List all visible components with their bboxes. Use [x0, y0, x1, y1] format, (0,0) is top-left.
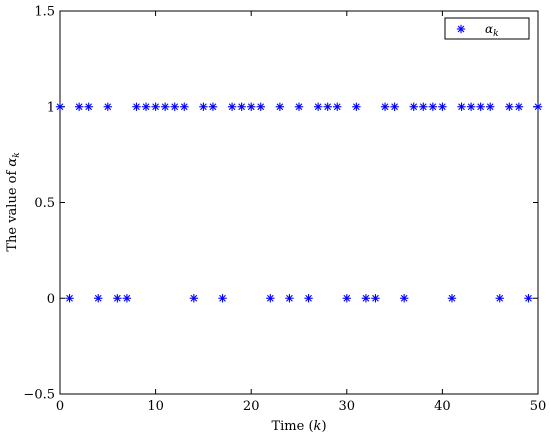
y-axis-label: The value of αk	[5, 152, 22, 251]
x-tick-label: 0	[56, 399, 64, 414]
data-point	[447, 294, 457, 303]
data-point	[409, 102, 418, 111]
plot-frame	[59, 10, 539, 395]
data-point	[466, 102, 476, 111]
legend-label: αk	[485, 22, 499, 39]
data-point	[399, 294, 409, 303]
data-point	[275, 102, 285, 111]
data-point	[333, 102, 342, 111]
legend-marker	[456, 24, 466, 34]
legend-box	[444, 17, 530, 40]
data-point	[141, 102, 151, 111]
data-point	[208, 102, 218, 111]
y-tick-label: −0.5	[23, 388, 55, 403]
data-point	[218, 294, 227, 303]
data-point	[103, 102, 112, 111]
data-point	[113, 294, 122, 303]
data-point	[361, 294, 371, 303]
data-point	[390, 102, 399, 111]
x-tick-label: 50	[530, 399, 547, 414]
x-tick-labels: 0 10 20 30 40 50	[56, 399, 546, 414]
data-point	[476, 102, 485, 111]
data-point	[323, 102, 332, 111]
legend: αk	[444, 17, 530, 40]
x-ticks	[59, 11, 539, 394]
legend-marker-symbol	[456, 24, 466, 34]
data-point	[84, 102, 93, 111]
data-point	[371, 294, 380, 303]
data-point	[74, 102, 84, 111]
data-point	[247, 102, 256, 111]
x-tick-label: 10	[147, 399, 164, 414]
data-point	[266, 294, 275, 303]
data-point	[151, 102, 160, 111]
data-point	[505, 102, 514, 111]
data-point	[65, 294, 74, 303]
data-point	[514, 102, 524, 111]
data-point	[380, 102, 390, 111]
data-point	[285, 294, 294, 303]
data-point	[438, 102, 447, 111]
x-tick-label: 40	[434, 399, 451, 414]
data-point	[189, 294, 199, 303]
data-point	[428, 102, 438, 111]
data-point	[294, 102, 304, 111]
data-point	[199, 102, 208, 111]
y-tick-label: 1	[47, 100, 55, 115]
data-point	[94, 294, 103, 303]
data-point	[342, 294, 351, 303]
data-point	[352, 102, 361, 111]
data-point	[457, 102, 466, 111]
data-point	[256, 102, 265, 111]
y-tick-label: 1.5	[34, 5, 55, 20]
y-tick-labels: −0.5 0 0.5 1 1.5	[23, 5, 55, 403]
y-tick-label: 0.5	[34, 196, 55, 211]
data-point	[122, 294, 132, 303]
x-tick-label: 30	[339, 399, 356, 414]
data-points	[55, 102, 543, 303]
data-point	[419, 102, 428, 111]
data-point	[304, 294, 313, 303]
data-point	[227, 102, 237, 111]
data-point	[495, 294, 504, 303]
x-tick-label: 20	[243, 399, 260, 414]
x-axis-label: Time (k)	[271, 419, 326, 434]
data-point	[313, 102, 323, 111]
data-point	[486, 102, 495, 111]
data-point	[170, 102, 179, 111]
data-point	[524, 294, 533, 303]
data-point	[132, 102, 141, 111]
y-tick-label: 0	[47, 292, 55, 307]
data-point	[180, 102, 189, 111]
data-point	[55, 102, 65, 111]
data-point	[237, 102, 246, 111]
data-point	[533, 102, 543, 111]
data-point	[160, 102, 170, 111]
